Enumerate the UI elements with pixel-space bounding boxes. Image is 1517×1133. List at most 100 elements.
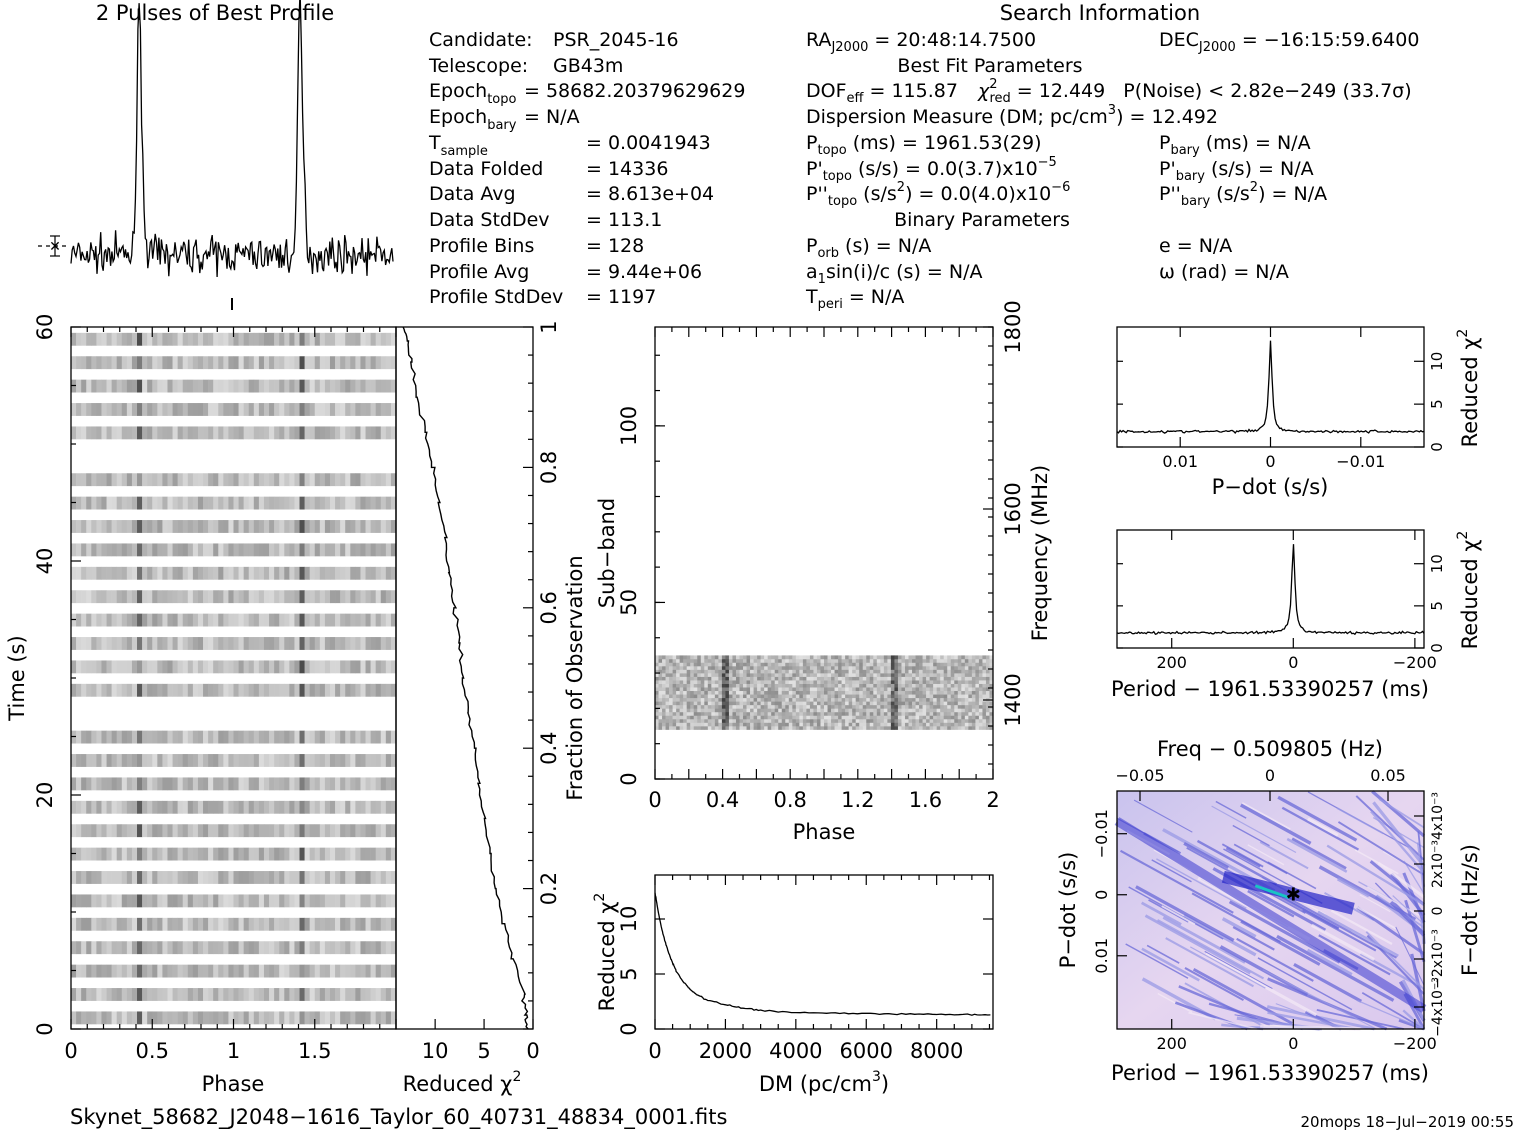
heatmap-streak <box>1151 859 1192 883</box>
heatmap-cell <box>795 666 800 670</box>
heatmap-cell <box>964 708 969 713</box>
heatmap-cell <box>672 687 677 692</box>
heatmap-cell <box>177 637 184 650</box>
heatmap-cell <box>841 711 846 716</box>
heatmap-cell <box>76 941 82 955</box>
heatmap-cell <box>111 473 118 487</box>
heatmap-cell <box>228 332 234 346</box>
heatmap-cell <box>309 894 316 908</box>
tick-label: 200 <box>1156 1034 1187 1053</box>
heatmap-cell <box>253 590 260 604</box>
heatmap-cell <box>707 687 712 692</box>
heatmap-cell <box>711 726 716 730</box>
heatmap-cell <box>243 379 250 393</box>
heatmap-cell <box>859 704 864 709</box>
heatmap-cell <box>901 669 906 674</box>
heatmap-cell <box>228 426 234 440</box>
heatmap-cell <box>774 701 779 706</box>
heatmap-cell <box>375 824 382 838</box>
heatmap-cell <box>370 988 376 1001</box>
heatmap-cell <box>360 590 366 604</box>
heatmap-cell <box>182 473 189 487</box>
heatmap-cell <box>866 701 871 706</box>
heatmap-cell <box>238 660 244 674</box>
heatmap-cell <box>319 403 326 416</box>
heatmap-cell <box>91 473 97 487</box>
heatmap-cell <box>929 662 934 667</box>
heatmap-cell <box>96 613 102 627</box>
heatmap-cell <box>81 800 87 814</box>
heatmap-cell <box>947 701 952 706</box>
tick-label: 0 <box>648 1039 661 1063</box>
heatmap-cell <box>721 669 726 674</box>
heatmap-cell <box>121 1011 128 1025</box>
heatmap-cell <box>223 964 229 978</box>
heatmap-cell <box>950 687 955 692</box>
heatmap-cell <box>813 680 818 684</box>
heatmap-cell <box>355 660 361 674</box>
heatmap-cell <box>781 708 786 713</box>
heatmap-cell <box>177 964 184 978</box>
heatmap-cell <box>218 941 224 955</box>
heatmap-cell <box>192 894 199 908</box>
heatmap-cell <box>142 777 148 791</box>
heatmap-cell <box>665 680 670 684</box>
heatmap-cell <box>350 660 356 674</box>
heatmap-cell <box>757 718 761 723</box>
heatmap-cell <box>735 704 740 709</box>
heatmap-cell <box>676 687 680 692</box>
heatmap-cell <box>739 697 744 702</box>
heatmap-cell <box>693 715 698 720</box>
heatmap-cell <box>922 715 927 720</box>
heatmap-cell <box>866 676 871 681</box>
heatmap-cell <box>152 917 158 931</box>
heatmap-cell <box>233 988 239 1001</box>
heatmap-cell <box>213 356 219 370</box>
heatmap-cell <box>86 637 92 650</box>
heatmap-cell <box>91 637 97 650</box>
heatmap-cell <box>778 726 783 730</box>
heatmap-cell <box>760 722 765 727</box>
heatmap-cell <box>968 708 973 713</box>
heatmap-cell <box>263 941 270 955</box>
heatmap-cell <box>355 543 361 557</box>
heatmap-cell <box>355 637 361 650</box>
heatmap-cell <box>957 701 962 706</box>
heatmap-cell <box>908 658 913 663</box>
heatmap-cell <box>834 658 839 663</box>
heatmap-cell <box>971 666 976 670</box>
heatmap-cell <box>852 711 856 716</box>
heatmap-cell <box>335 566 341 580</box>
heatmap-cell <box>294 964 300 978</box>
heatmap-cell <box>827 676 832 681</box>
heatmap-cell <box>728 701 733 706</box>
heatmap-cell <box>137 543 143 557</box>
heatmap-cell <box>253 894 260 908</box>
heatmap-cell <box>238 730 244 744</box>
heatmap-cell <box>827 662 832 667</box>
info-left-value: = 0.0041943 <box>586 132 711 154</box>
heatmap-cell <box>187 613 194 627</box>
heatmap-cell <box>279 543 285 557</box>
period-pdot-axes: 200 0 −200−0.05 0 0.05−0.0100.014x10⁻³2x10⁻³… <box>1092 766 1446 1053</box>
heatmap-cell <box>248 403 255 416</box>
heatmap-cell <box>238 800 244 814</box>
heatmap-cell <box>390 520 397 533</box>
heatmap-cell <box>750 680 754 684</box>
ptopo-row: Ptopo (ms) = 1961.53(29) <box>806 132 1042 158</box>
heatmap-cell <box>746 694 751 699</box>
heatmap-cell <box>238 777 244 791</box>
heatmap-cell <box>799 666 804 670</box>
heatmap-streak <box>1276 934 1395 1002</box>
heatmap-cell <box>725 718 730 723</box>
heatmap-cell <box>690 680 695 684</box>
heatmap-cell <box>111 1011 118 1025</box>
heatmap-cell <box>802 680 807 684</box>
heatmap-cell <box>961 726 966 730</box>
heatmap-cell <box>908 697 913 702</box>
heatmap-cell <box>746 715 751 720</box>
heatmap-cell <box>897 658 902 663</box>
heatmap-cell <box>672 726 677 730</box>
heatmap-cell <box>187 590 194 604</box>
heatmap-cell <box>989 718 994 723</box>
